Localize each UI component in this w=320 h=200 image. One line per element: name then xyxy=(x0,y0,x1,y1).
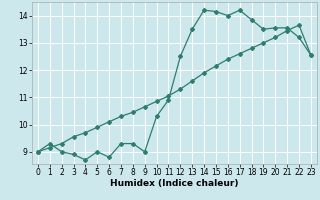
X-axis label: Humidex (Indice chaleur): Humidex (Indice chaleur) xyxy=(110,179,239,188)
